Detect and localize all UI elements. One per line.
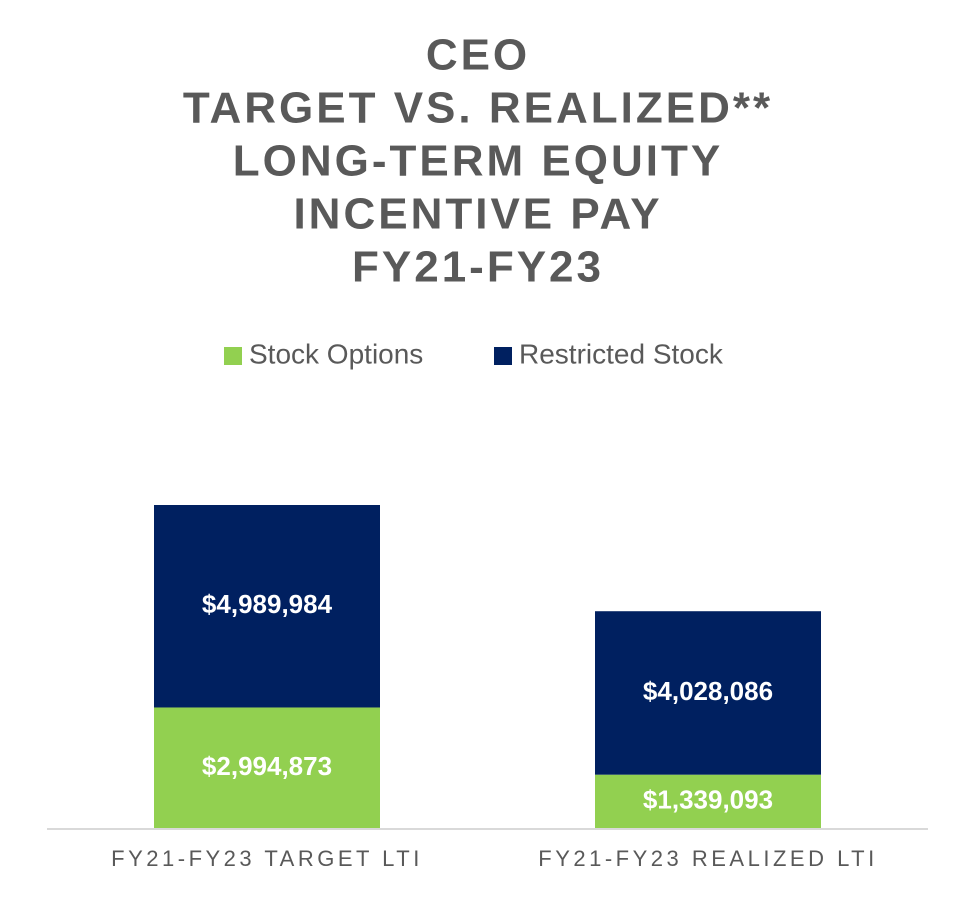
x-tick-label: FY21-FY23 TARGET LTI — [111, 846, 423, 871]
chart-title: FY21-FY23 — [352, 243, 604, 292]
legend-swatch — [494, 347, 512, 365]
legend-label: Stock Options — [249, 338, 423, 369]
chart-title: LONG-TERM EQUITY — [233, 137, 723, 186]
bar-segment — [154, 707, 380, 829]
legend-label: Restricted Stock — [519, 338, 724, 369]
chart-title: CEO — [426, 31, 530, 80]
data-label: $2,994,873 — [202, 751, 332, 781]
data-label: $4,028,086 — [643, 676, 773, 706]
x-tick-label: FY21-FY23 REALIZED LTI — [538, 846, 877, 871]
bar-segment — [595, 611, 821, 775]
chart-title: INCENTIVE PAY — [293, 190, 662, 239]
chart-title: TARGET VS. REALIZED** — [183, 84, 773, 133]
bar-segment — [154, 505, 380, 708]
data-label: $4,989,984 — [202, 589, 333, 619]
legend-swatch — [224, 347, 242, 365]
bar-segment — [595, 774, 821, 829]
data-label: $1,339,093 — [643, 785, 773, 815]
